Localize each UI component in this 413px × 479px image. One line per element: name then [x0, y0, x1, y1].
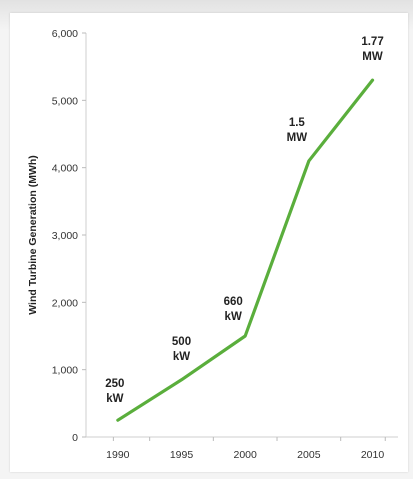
y-tick-label: 5,000 [52, 95, 78, 107]
x-tick-label: 2005 [297, 449, 321, 461]
data-label: 1.77 MW [361, 36, 383, 63]
data-label-line: 1.5 [289, 117, 306, 129]
data-label-line: kW [173, 351, 190, 363]
annotations-group: 250 kW 500 kW 660 kW 1.5 MW 1.77 MW [105, 36, 383, 405]
y-tick-label: 6,000 [52, 28, 78, 40]
data-label: 1.5 MW [287, 117, 308, 144]
x-tick-label: 2000 [234, 449, 258, 461]
data-label: 500 kW [172, 336, 191, 363]
x-tick-label: 2010 [361, 449, 385, 461]
data-label: 660 kW [224, 296, 243, 323]
series-group [116, 78, 375, 422]
data-label-line: MW [287, 132, 308, 144]
x-axis: 1990 1995 2000 2005 2010 [86, 436, 398, 461]
data-label-line: 660 [224, 296, 243, 308]
data-label-line: 250 [105, 378, 124, 390]
y-tick-label: 1,000 [52, 365, 78, 377]
data-label-line: MW [362, 51, 383, 63]
x-tick-label: 1995 [170, 449, 194, 461]
data-label-line: 500 [172, 336, 191, 348]
chart-panel [10, 13, 408, 472]
y-tick-label: 2,000 [52, 297, 78, 309]
data-label: 250 kW [105, 378, 124, 405]
data-label-line: 1.77 [361, 36, 383, 48]
y-tick-label: 4,000 [52, 163, 78, 175]
data-label-line: kW [106, 393, 123, 405]
y-axis-title: Wind Turbine Generation (MWh) [27, 155, 39, 315]
y-axis: 0 1,000 2,000 3,000 4,000 5,000 6,000 [52, 28, 87, 444]
series-line [116, 78, 375, 422]
y-tick-label: 0 [72, 432, 78, 444]
data-label-line: kW [225, 311, 242, 323]
x-tick-label: 1990 [106, 449, 130, 461]
y-tick-label: 3,000 [52, 230, 78, 242]
